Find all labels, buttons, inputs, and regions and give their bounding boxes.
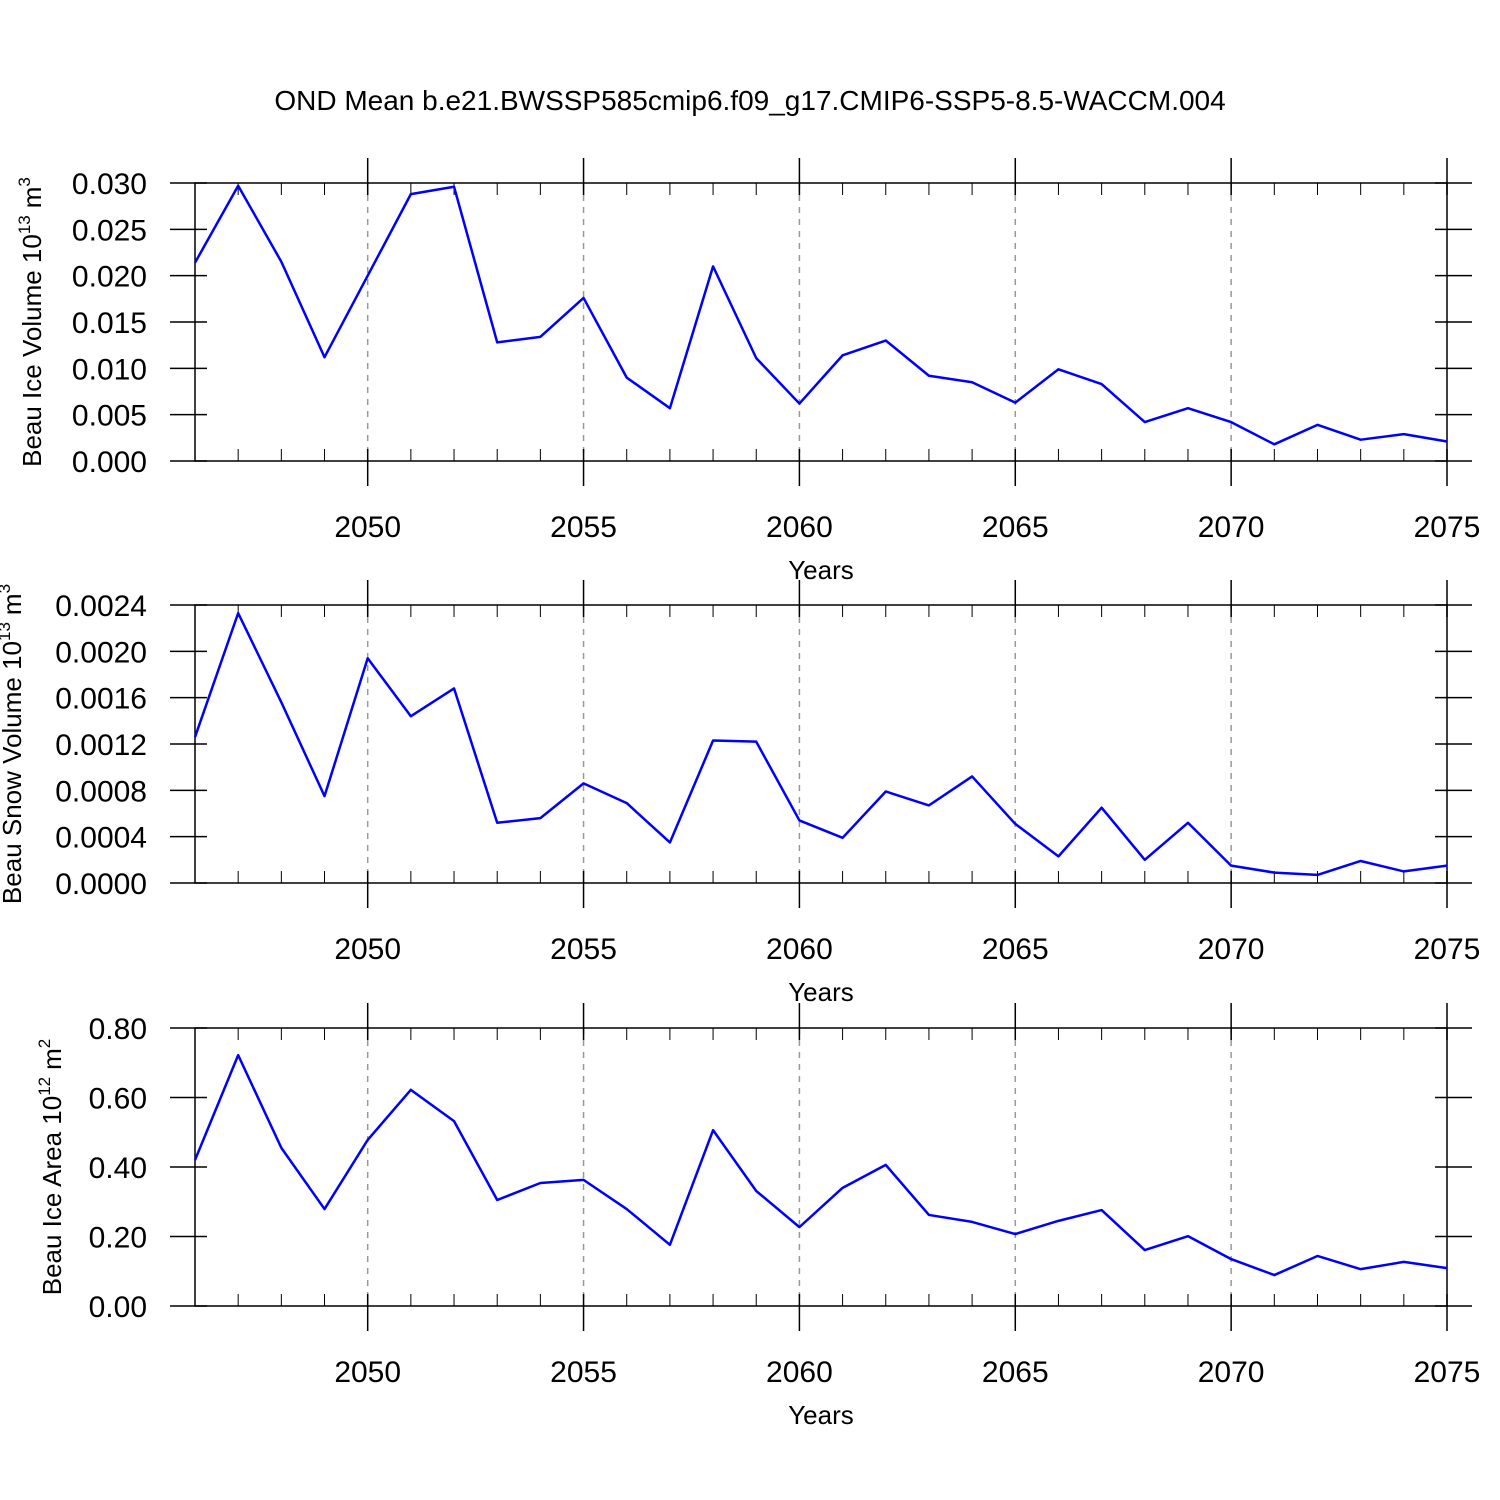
y-axis-title-superscript: 12 bbox=[35, 1077, 54, 1096]
plot-frame bbox=[194, 1027, 1448, 1307]
y-tick-label: 0.015 bbox=[72, 307, 147, 340]
y-tick-label: 0.80 bbox=[89, 1013, 147, 1046]
y-tick-label: 0.0000 bbox=[55, 868, 147, 901]
panel: 2050 2055 2060 2065 2070 2075 0.000 0.005 0.010 0… bbox=[15, 158, 1480, 585]
x-axis-title: Years bbox=[788, 977, 854, 1007]
y-axis-title-part: m bbox=[37, 1048, 67, 1070]
y-tick-label: 0.0012 bbox=[55, 729, 147, 762]
y-tick-label: 0.0004 bbox=[55, 822, 147, 855]
x-tick-label: 2055 bbox=[550, 1356, 617, 1389]
y-tick-label: 0.60 bbox=[89, 1083, 147, 1116]
y-axis-title-part: Beau Ice Volume 10 bbox=[17, 234, 47, 467]
x-tick-label: 2065 bbox=[982, 1356, 1049, 1389]
x-tick-label: 2050 bbox=[334, 511, 401, 544]
x-tick-label: 2055 bbox=[550, 933, 617, 966]
x-tick-label: 2065 bbox=[982, 511, 1049, 544]
y-tick-label: 0.020 bbox=[72, 261, 147, 294]
x-tick-label: 2070 bbox=[1198, 511, 1265, 544]
y-tick-label: 0.010 bbox=[72, 353, 147, 386]
y-axis-title: Beau Snow Volume 1013 m3 bbox=[0, 584, 27, 904]
plot-frame bbox=[194, 182, 1448, 462]
data-line bbox=[193, 611, 1448, 877]
y-axis-title-part: m bbox=[17, 187, 47, 209]
y-tick-label: 0.030 bbox=[72, 168, 147, 201]
x-tick-label: 2070 bbox=[1198, 933, 1265, 966]
y-tick-label: 0.0024 bbox=[55, 590, 147, 623]
data-line bbox=[193, 184, 1448, 446]
data-line bbox=[193, 1053, 1448, 1277]
y-axis-title-superscript: 13 bbox=[15, 215, 34, 234]
x-tick-label: 2075 bbox=[1414, 1356, 1481, 1389]
y-tick-label: 0.00 bbox=[89, 1291, 147, 1324]
y-tick-label: 0.0020 bbox=[55, 636, 147, 669]
y-axis-title-part: Beau Ice Area 10 bbox=[37, 1096, 67, 1295]
x-axis-title: Years bbox=[788, 555, 854, 585]
plot-frame bbox=[194, 604, 1448, 884]
x-tick-label: 2075 bbox=[1414, 933, 1481, 966]
y-axis-title-superscript: 2 bbox=[35, 1039, 54, 1048]
x-tick-label: 2065 bbox=[982, 933, 1049, 966]
y-axis-title-superscript: 3 bbox=[0, 584, 14, 593]
x-tick-label: 2050 bbox=[334, 1356, 401, 1389]
y-axis-title: Beau Ice Area 1012 m2 bbox=[35, 1039, 67, 1296]
y-axis-title-superscript: 13 bbox=[0, 622, 14, 641]
panel: 2050 2055 2060 2065 2070 2075 0.00 0.20 0.40 0.60… bbox=[35, 1003, 1480, 1430]
y-tick-label: 0.0016 bbox=[55, 683, 147, 716]
x-tick-label: 2060 bbox=[766, 933, 833, 966]
x-tick-label: 2060 bbox=[766, 511, 833, 544]
figure-title: OND Mean b.e21.BWSSP585cmip6.f09_g17.CMI… bbox=[274, 85, 1225, 116]
y-axis-title-superscript: 3 bbox=[15, 177, 34, 186]
y-axis-title-part: m bbox=[0, 593, 27, 615]
y-tick-label: 0.40 bbox=[89, 1152, 147, 1185]
y-tick-label: 0.20 bbox=[89, 1222, 147, 1255]
x-tick-label: 2075 bbox=[1414, 511, 1481, 544]
panel: 2050 2055 2060 2065 2070 2075 0.0000 0.0004 0.00… bbox=[0, 580, 1480, 1007]
y-axis-title-part: Beau Snow Volume 10 bbox=[0, 641, 27, 904]
x-tick-label: 2050 bbox=[334, 933, 401, 966]
y-tick-label: 0.0008 bbox=[55, 775, 147, 808]
x-axis-title: Years bbox=[788, 1400, 854, 1430]
y-tick-label: 0.000 bbox=[72, 446, 147, 479]
y-tick-label: 0.005 bbox=[72, 400, 147, 433]
y-tick-label: 0.025 bbox=[72, 214, 147, 247]
x-tick-label: 2055 bbox=[550, 511, 617, 544]
x-tick-label: 2060 bbox=[766, 1356, 833, 1389]
x-tick-label: 2070 bbox=[1198, 1356, 1265, 1389]
y-axis-title: Beau Ice Volume 1013 m3 bbox=[15, 177, 47, 467]
